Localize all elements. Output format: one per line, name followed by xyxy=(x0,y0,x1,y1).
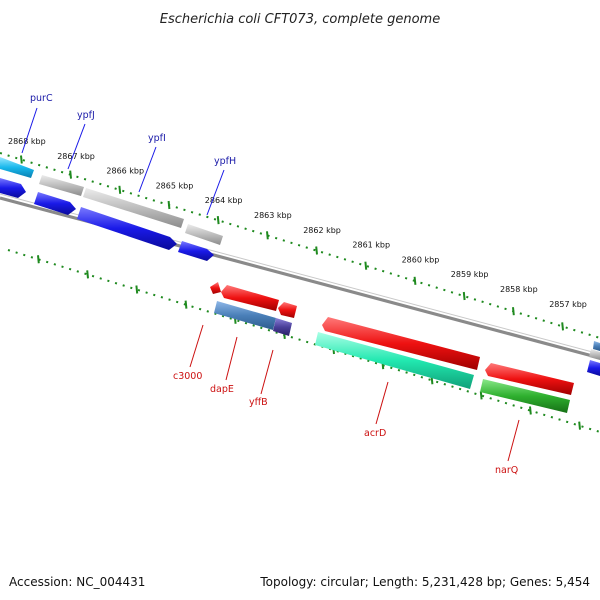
gene-arrow-red[interactable] xyxy=(322,317,480,370)
scale-label: 2859 kbp xyxy=(451,270,489,279)
gene-arrow-steel[interactable] xyxy=(214,301,276,330)
major-tick xyxy=(37,255,40,264)
gene-arrow-steel[interactable] xyxy=(593,341,600,351)
scale-label: 2857 kbp xyxy=(549,300,587,309)
reverse-leader-lines xyxy=(189,324,520,462)
major-tick xyxy=(86,270,89,279)
major-tick xyxy=(216,216,220,225)
gene-arrow-green[interactable] xyxy=(480,379,570,413)
scale-label: 2865 kbp xyxy=(156,181,194,190)
major-tick xyxy=(184,300,188,309)
scale-label: 2861 kbp xyxy=(352,241,390,250)
major-tick xyxy=(135,285,139,294)
scale-label: 2864 kbp xyxy=(205,196,243,205)
major-tick xyxy=(561,322,564,331)
gene-arrow-red[interactable] xyxy=(278,302,297,318)
gene-arrow-teal[interactable] xyxy=(315,332,474,389)
major-tick xyxy=(118,185,122,194)
reverse-gene-labels: c3000 dapE yffB acrD narQ xyxy=(173,371,518,476)
gene-arrow-purple[interactable] xyxy=(273,318,292,336)
gene-arrow-gray[interactable] xyxy=(185,224,223,245)
major-tick xyxy=(364,261,368,270)
scale-label: 2868 kbp xyxy=(8,137,46,146)
gene-arrow-red[interactable] xyxy=(485,363,574,395)
gene-label-dapE[interactable]: dapE xyxy=(210,384,234,395)
gene-label-ypfH[interactable]: ypfH xyxy=(214,156,236,167)
map-title: Escherichia coli CFT073, complete genome xyxy=(160,12,440,27)
gene-arrow-cyan[interactable] xyxy=(0,157,34,178)
gene-label-purC[interactable]: purC xyxy=(30,93,53,104)
major-tick xyxy=(20,155,23,164)
major-tick xyxy=(529,406,532,415)
scale-label: 2860 kbp xyxy=(402,255,440,264)
scale-label: 2867 kbp xyxy=(57,152,95,161)
gene-label-yffB[interactable]: yffB xyxy=(249,397,268,408)
reverse-strand-genes xyxy=(210,282,574,413)
forward-strand-genes xyxy=(0,157,600,376)
gene-label-ypfI[interactable]: ypfI xyxy=(148,133,166,144)
forward-tick-ring xyxy=(0,152,600,339)
major-tick xyxy=(512,307,515,316)
major-tick xyxy=(315,246,318,255)
scale-label: 2863 kbp xyxy=(254,211,292,220)
major-tick xyxy=(413,276,417,285)
scale-label: 2862 kbp xyxy=(303,226,341,235)
gene-arrow-gray[interactable] xyxy=(589,349,600,360)
major-tick xyxy=(578,421,581,430)
forward-leader-lines xyxy=(21,107,225,216)
gene-label-narQ[interactable]: narQ xyxy=(495,465,518,476)
gene-arrow-gray[interactable] xyxy=(39,175,84,196)
major-tick xyxy=(167,200,171,210)
gene-arrow-blue[interactable] xyxy=(34,192,76,215)
gene-arrow-blue[interactable] xyxy=(587,360,600,376)
major-tick xyxy=(462,291,466,301)
scale-label: 2866 kbp xyxy=(106,167,144,176)
gene-arrow-gray[interactable] xyxy=(83,188,184,228)
gene-arrow-red[interactable] xyxy=(221,285,279,311)
gene-label-c3000[interactable]: c3000 xyxy=(173,371,202,382)
forward-gene-labels: purC ypfJ ypfI ypfH xyxy=(30,93,236,167)
gene-arrow-red[interactable] xyxy=(210,282,221,294)
gene-arrow-blue[interactable] xyxy=(178,241,214,261)
genome-info-text: Topology: circular; Length: 5,231,428 bp… xyxy=(259,575,590,589)
forward-major-ticks xyxy=(20,155,564,331)
gene-arrow-blue[interactable] xyxy=(0,178,26,198)
accession-text: Accession: NC_004431 xyxy=(9,575,145,589)
gene-label-ypfJ[interactable]: ypfJ xyxy=(77,110,95,121)
major-tick xyxy=(479,391,483,400)
major-tick xyxy=(69,170,72,179)
scale-labels: 2868 kbp 2867 kbp 2866 kbp 2865 kbp 2864 kbp… xyxy=(8,137,587,309)
gene-arrow-blue[interactable] xyxy=(77,207,177,250)
reverse-tick-ring xyxy=(7,249,600,433)
gene-label-acrD[interactable]: acrD xyxy=(364,428,386,439)
major-tick xyxy=(266,231,269,240)
scale-label: 2858 kbp xyxy=(500,285,538,294)
